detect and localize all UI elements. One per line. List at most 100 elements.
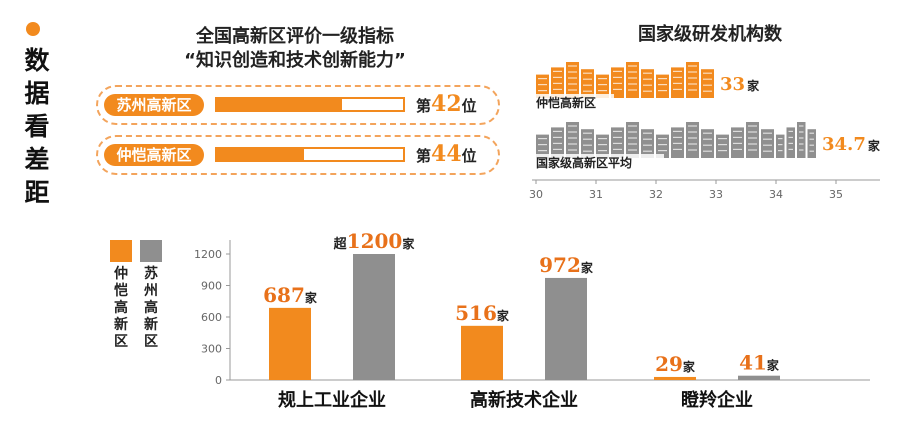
category-label: 国家级高新区平均: [536, 155, 632, 170]
building-block: [671, 67, 684, 98]
building-block: [656, 74, 669, 98]
x-tick-label: 34: [769, 188, 783, 198]
x-tick-label: 31: [589, 188, 603, 198]
x-tick-label: 35: [829, 188, 843, 198]
building-block: [611, 67, 624, 98]
bar: [353, 254, 395, 380]
data-label-unit: 家: [767, 358, 780, 373]
legend-swatch-zhongkai: [110, 240, 132, 262]
legend-label-zhongkai: 仲恺高新区: [114, 266, 128, 350]
x-tick-label: 32: [649, 188, 663, 198]
building-block: [807, 129, 816, 158]
building-block: [656, 134, 669, 158]
data-label-prefix: 超: [334, 236, 348, 252]
ranking-row: 苏州高新区 第42位: [96, 85, 500, 125]
building-block: [686, 122, 699, 158]
data-label: 33: [720, 74, 745, 95]
category-label: 仲恺高新区: [536, 95, 596, 110]
legend-label-suzhou: 苏州高新区: [144, 266, 158, 350]
building-block: [731, 127, 744, 158]
side-title-char: 看: [24, 112, 50, 141]
data-label-unit: 家: [402, 236, 415, 251]
ranking-bar: [215, 97, 405, 112]
y-tick-label: 300: [201, 343, 222, 356]
y-tick-label: 1200: [194, 248, 222, 261]
rank-prefix: 第: [416, 147, 432, 165]
ranking-label: 仲恺高新区: [104, 144, 204, 166]
data-label-value: 29: [655, 352, 683, 376]
side-title-char: 数: [24, 46, 50, 75]
data-label-value: 516: [455, 301, 497, 325]
building-block: [626, 62, 639, 98]
ranking-bar: [215, 147, 405, 162]
data-label-unit: 家: [305, 290, 318, 305]
research-chart-title: 国家级研发机构数: [638, 24, 782, 45]
x-tick-label: 33: [709, 188, 723, 198]
building-block: [776, 134, 785, 158]
title-dot: [26, 22, 40, 36]
x-category-label: 瞪羚企业: [681, 389, 753, 411]
building-block: [746, 122, 759, 158]
building-block: [596, 74, 609, 98]
x-category-label: 规上工业企业: [278, 389, 386, 411]
data-label-value: 972: [539, 253, 581, 277]
unit-label: 家: [747, 78, 760, 93]
building-block: [671, 127, 684, 158]
y-tick-label: 600: [201, 311, 222, 324]
data-label: 41家: [739, 351, 780, 375]
data-label: 超1200家: [334, 229, 416, 253]
data-label: 29家: [655, 352, 696, 376]
bar: [654, 376, 696, 380]
category-label-bg: [534, 154, 664, 171]
ranking-label: 苏州高新区: [104, 94, 204, 116]
data-label-value: 1200: [347, 229, 403, 253]
side-title-char: 据: [24, 79, 50, 108]
data-label-value: 687: [263, 283, 305, 307]
building-block: [611, 127, 624, 158]
bar: [536, 122, 816, 158]
ranking-bar-fill: [217, 149, 305, 160]
side-title-char: 差: [24, 145, 50, 174]
ranking-text: 第44位: [416, 141, 477, 167]
building-block: [566, 62, 579, 98]
ranking-bar-fill: [217, 99, 342, 110]
building-block: [716, 134, 729, 158]
side-title-char: 距: [24, 178, 50, 207]
building-block: [566, 122, 579, 158]
unit-label: 家: [868, 138, 881, 153]
rank-number: 42: [431, 91, 462, 117]
building-block: [797, 122, 806, 158]
ranking-title-line1: 全国高新区评价一级指标: [196, 26, 394, 47]
x-category-label: 高新技术企业: [470, 389, 578, 411]
y-tick-label: 900: [201, 280, 222, 293]
rank-prefix: 第: [416, 97, 432, 115]
data-label-unit: 家: [683, 359, 696, 374]
building-block: [551, 127, 564, 158]
data-label: 972家: [539, 253, 594, 277]
data-label: 34.7: [822, 134, 866, 155]
data-label-unit: 家: [497, 308, 510, 323]
building-block: [536, 134, 549, 158]
bar: [461, 325, 503, 380]
data-label: 687家: [263, 283, 318, 307]
rank-number: 44: [431, 141, 462, 167]
enterprise-count-chart: 03006009001200687家超1200家规上工业企业516家972家高新…: [194, 229, 870, 411]
building-block: [596, 134, 609, 158]
rank-suffix: 位: [461, 147, 477, 165]
rank-suffix: 位: [461, 97, 477, 115]
data-label-unit: 家: [581, 260, 594, 275]
y-tick-label: 0: [215, 374, 222, 387]
ranking-text: 第42位: [416, 91, 477, 117]
bar: [738, 375, 780, 380]
data-label: 516家: [455, 301, 510, 325]
building-block: [686, 62, 699, 98]
ranking-title-line2: “知识创造和技术创新能力”: [184, 50, 406, 71]
data-label-value: 41: [739, 351, 767, 375]
x-tick-label: 30: [529, 188, 543, 198]
building-block: [626, 122, 639, 158]
ranking-row: 仲恺高新区 第44位: [96, 135, 500, 175]
building-block: [786, 127, 795, 158]
building-block: [536, 74, 549, 98]
building-block: [551, 67, 564, 98]
